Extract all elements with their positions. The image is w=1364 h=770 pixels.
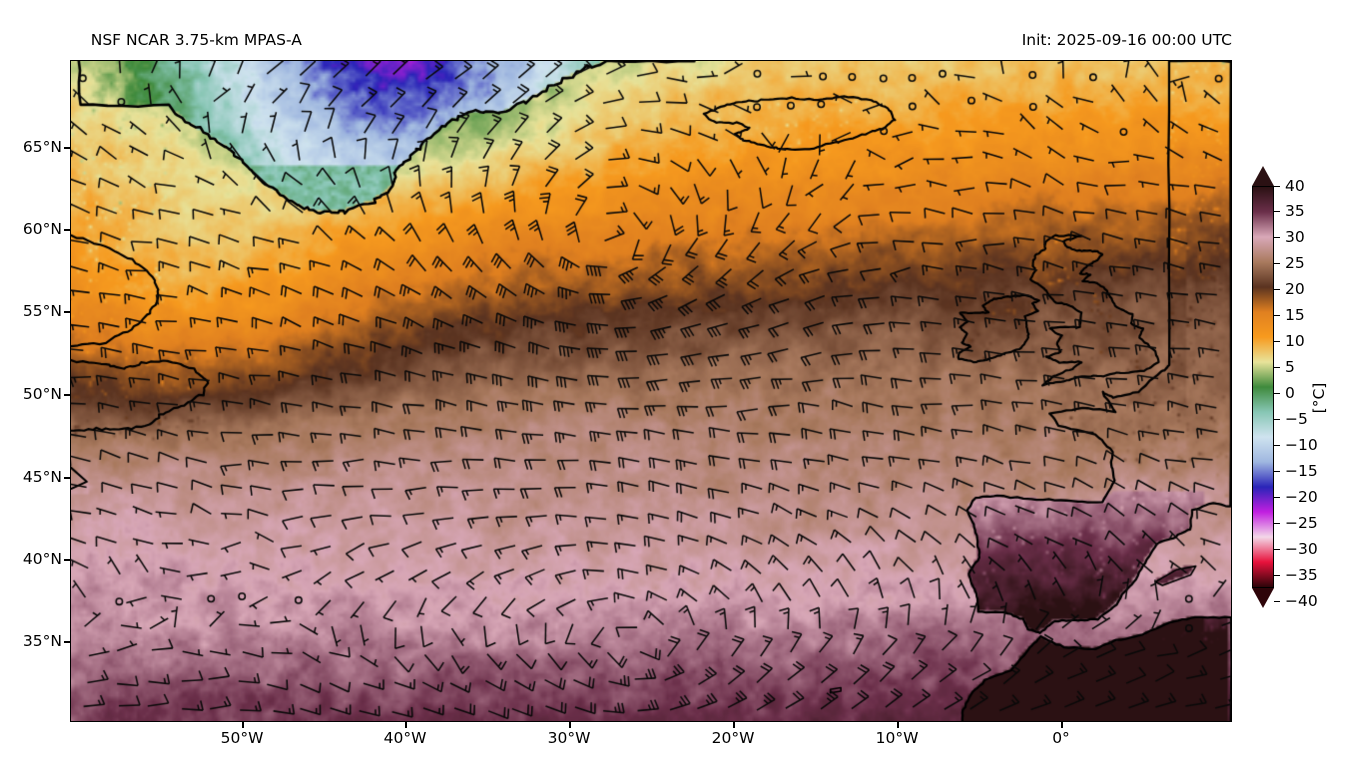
init-time: Init: 2025-09-16 00:00 UTC	[1021, 31, 1232, 49]
colorbar-tick-mark	[1274, 341, 1280, 343]
lon-tick-label: 40°W	[383, 729, 427, 747]
lon-tick-mark	[733, 722, 735, 728]
lon-tick-label: 10°W	[875, 729, 919, 747]
lat-tick-mark	[64, 311, 70, 313]
colorbar-tick-label: −20	[1285, 488, 1318, 506]
lat-tick-mark	[64, 394, 70, 396]
lat-tick-label: 55°N	[22, 302, 62, 320]
lon-tick-mark	[405, 722, 407, 728]
colorbar-tick-label: 10	[1285, 332, 1305, 350]
colorbar-extend-min-arrow	[1252, 588, 1274, 608]
colorbar-units-label: [°C]	[1310, 382, 1328, 414]
colorbar-tick-label: 35	[1285, 202, 1305, 220]
colorbar-tick-mark	[1274, 393, 1280, 395]
colorbar-gradient	[1253, 187, 1273, 587]
lat-tick-label: 50°N	[22, 385, 62, 403]
colorbar-tick-mark	[1274, 601, 1280, 603]
colorbar-tick-mark	[1274, 237, 1280, 239]
colorbar-tick-label: −15	[1285, 462, 1318, 480]
colorbar-tick-mark	[1274, 445, 1280, 447]
lon-tick-label: 30°W	[547, 729, 591, 747]
colorbar-tick-label: −25	[1285, 514, 1318, 532]
lat-tick-mark	[64, 147, 70, 149]
colorbar-tick-mark	[1274, 523, 1280, 525]
colorbar-tick-label: 40	[1285, 177, 1305, 195]
lat-tick-label: 65°N	[22, 138, 62, 156]
lon-tick-mark	[569, 722, 571, 728]
lon-tick-label: 20°W	[711, 729, 755, 747]
colorbar-tick-mark	[1274, 575, 1280, 577]
colorbar-tick-label: −40	[1285, 592, 1318, 610]
lon-tick-mark	[1061, 722, 1063, 728]
lon-tick-mark	[897, 722, 899, 728]
lat-tick-mark	[64, 477, 70, 479]
colorbar-tick-label: 25	[1285, 254, 1305, 272]
map-plot-area[interactable]	[70, 60, 1232, 722]
colorbar-tick-mark	[1274, 289, 1280, 291]
colorbar-tick-label: −35	[1285, 566, 1318, 584]
colorbar-tick-label: 30	[1285, 228, 1305, 246]
colorbar	[1252, 166, 1274, 608]
colorbar-tick-mark	[1274, 497, 1280, 499]
lon-tick-mark	[242, 722, 244, 728]
lat-tick-label: 40°N	[22, 550, 62, 568]
colorbar-tick-label: 5	[1285, 358, 1295, 376]
lon-tick-label: 50°W	[220, 729, 264, 747]
lat-tick-label: 35°N	[22, 632, 62, 650]
colorbar-tick-mark	[1274, 471, 1280, 473]
colorbar-tick-label: −30	[1285, 540, 1318, 558]
colorbar-tick-label: −5	[1285, 410, 1308, 428]
colorbar-tick-label: 20	[1285, 280, 1305, 298]
colorbar-extend-max-arrow	[1252, 166, 1274, 186]
lat-tick-mark	[64, 229, 70, 231]
colorbar-tick-mark	[1274, 419, 1280, 421]
lat-tick-label: 45°N	[22, 468, 62, 486]
colorbar-tick-mark	[1274, 367, 1280, 369]
lat-tick-mark	[64, 641, 70, 643]
colorbar-tick-mark	[1274, 263, 1280, 265]
lat-tick-label: 60°N	[22, 220, 62, 238]
colorbar-tick-label: 0	[1285, 384, 1295, 402]
colorbar-body	[1252, 186, 1274, 588]
model-name: NSF NCAR 3.75-km MPAS-A	[90, 31, 302, 49]
colorbar-tick-mark	[1274, 315, 1280, 317]
colorbar-tick-label: −10	[1285, 436, 1318, 454]
colorbar-tick-mark	[1274, 186, 1280, 188]
colorbar-tick-mark	[1274, 549, 1280, 551]
lat-tick-mark	[64, 559, 70, 561]
temperature-wind-map	[71, 61, 1231, 721]
colorbar-tick-label: 15	[1285, 306, 1305, 324]
lon-tick-label: 0°	[1052, 729, 1070, 747]
colorbar-tick-mark	[1274, 211, 1280, 213]
